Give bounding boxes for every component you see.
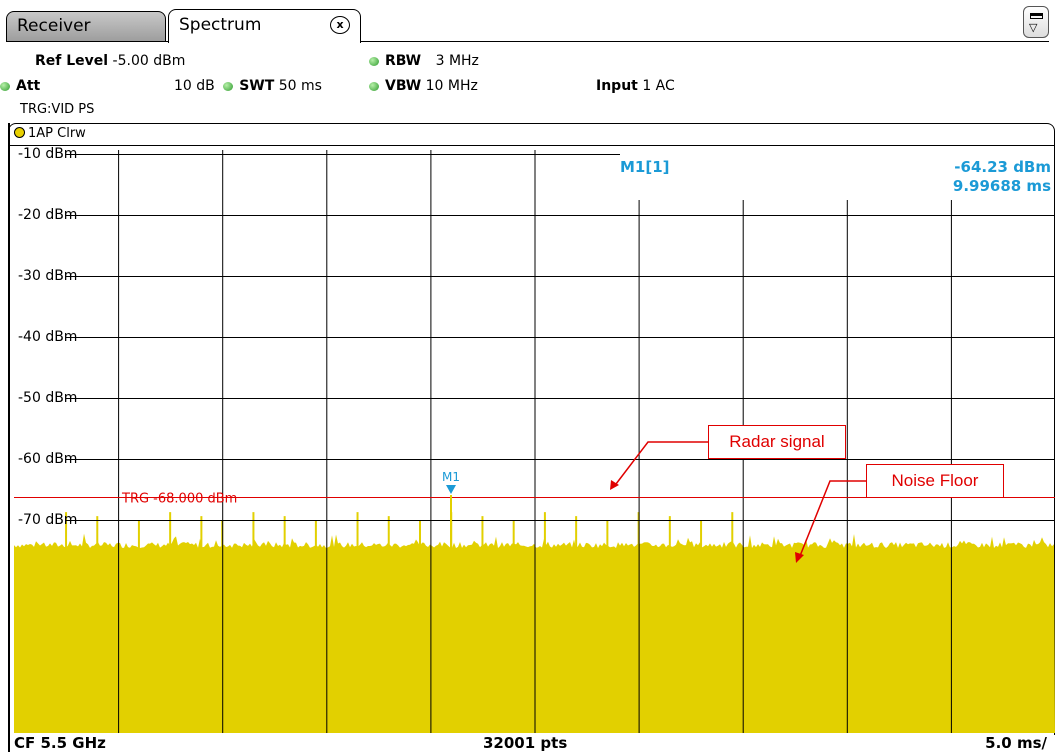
trigger-level-label: TRG -68.000 dBm	[121, 492, 237, 507]
vbw-setting[interactable]: VBW 10 MHz	[369, 78, 478, 94]
marker-m1-triangle	[446, 485, 456, 494]
tab-receiver-label: Receiver	[17, 16, 91, 36]
tab-receiver[interactable]: Receiver	[6, 11, 166, 42]
measurement-parameters: Ref Level -5.00 dBm Att 10 dB SWT 50 ms …	[0, 44, 1055, 122]
y-tick-label: -20 dBm	[18, 206, 78, 223]
y-tick-label: -40 dBm	[18, 328, 78, 345]
y-tick-label: -50 dBm	[18, 389, 78, 406]
input-value: 1 AC	[642, 78, 675, 94]
status-led-icon	[369, 81, 379, 91]
marker-m1-label: M1	[442, 470, 460, 484]
vbw-label: VBW	[385, 78, 422, 94]
status-footer: CF 5.5 GHz 32001 pts 5.0 ms/	[0, 733, 1055, 752]
radar-arrow	[615, 441, 708, 485]
center-frequency: CF 5.5 GHz	[14, 734, 106, 752]
tab-bar: Receiver Spectrum x ▽	[0, 0, 1055, 44]
close-tab-icon[interactable]: x	[330, 16, 350, 34]
att-label: Att	[16, 78, 41, 94]
status-led-icon	[369, 56, 379, 66]
window-menu-button[interactable]: ▽	[1023, 6, 1049, 38]
diagram-header-divider	[8, 145, 1055, 146]
swt-value: 50 ms	[278, 78, 322, 94]
y-tick-label: -30 dBm	[18, 267, 78, 284]
status-led-icon	[0, 81, 10, 91]
radar-arrow-head	[610, 480, 619, 490]
trace-label[interactable]: 1AP Clrw	[14, 126, 86, 141]
noise-arrow	[799, 480, 866, 557]
radar-signal-callout: Radar signal	[708, 425, 846, 459]
input-label: Input	[596, 78, 638, 94]
rbw-label: RBW	[385, 53, 422, 69]
status-led-icon	[223, 81, 234, 91]
noise-arrow-head	[795, 552, 804, 563]
tab-spectrum-label: Spectrum	[179, 15, 262, 35]
y-tick-label: -10 dBm	[18, 145, 78, 162]
ref-level-value: -5.00 dBm	[112, 53, 186, 69]
trace-label-text: 1AP Clrw	[28, 126, 86, 141]
y-tick-label: -70 dBm	[18, 511, 78, 528]
rbw-setting[interactable]: RBW 3 MHz	[369, 53, 479, 69]
vbw-value: 10 MHz	[425, 78, 478, 94]
att-setting[interactable]: Att	[0, 78, 40, 94]
marker-level: -64.23 dBm	[954, 158, 1051, 176]
ref-level[interactable]: Ref Level -5.00 dBm	[35, 53, 185, 69]
y-tick-label: -60 dBm	[18, 450, 78, 467]
sweep-points: 32001 pts	[483, 734, 568, 752]
noise-floor-callout: Noise Floor	[866, 464, 1004, 498]
tab-divider	[6, 41, 1049, 42]
ref-level-label: Ref Level	[35, 53, 109, 69]
input-setting[interactable]: Input 1 AC	[596, 78, 675, 94]
att-value: 10 dB	[174, 78, 215, 94]
rbw-value: 3 MHz	[435, 53, 479, 69]
trace-indicator-icon	[14, 127, 25, 138]
att-value-group[interactable]: 10 dB SWT 50 ms	[174, 78, 322, 94]
marker-time: 9.99688 ms	[952, 177, 1051, 195]
trigger-setting: TRG:VID PS	[20, 102, 95, 117]
frame-left-border	[8, 123, 10, 752]
time-per-division: 5.0 ms/	[985, 734, 1047, 752]
swt-label: SWT	[239, 78, 275, 94]
marker-readout-label: M1[1]	[620, 158, 670, 176]
window-icon	[1030, 13, 1043, 19]
triangle-down-icon: ▽	[1029, 21, 1038, 34]
tab-spectrum[interactable]: Spectrum x	[168, 9, 361, 43]
